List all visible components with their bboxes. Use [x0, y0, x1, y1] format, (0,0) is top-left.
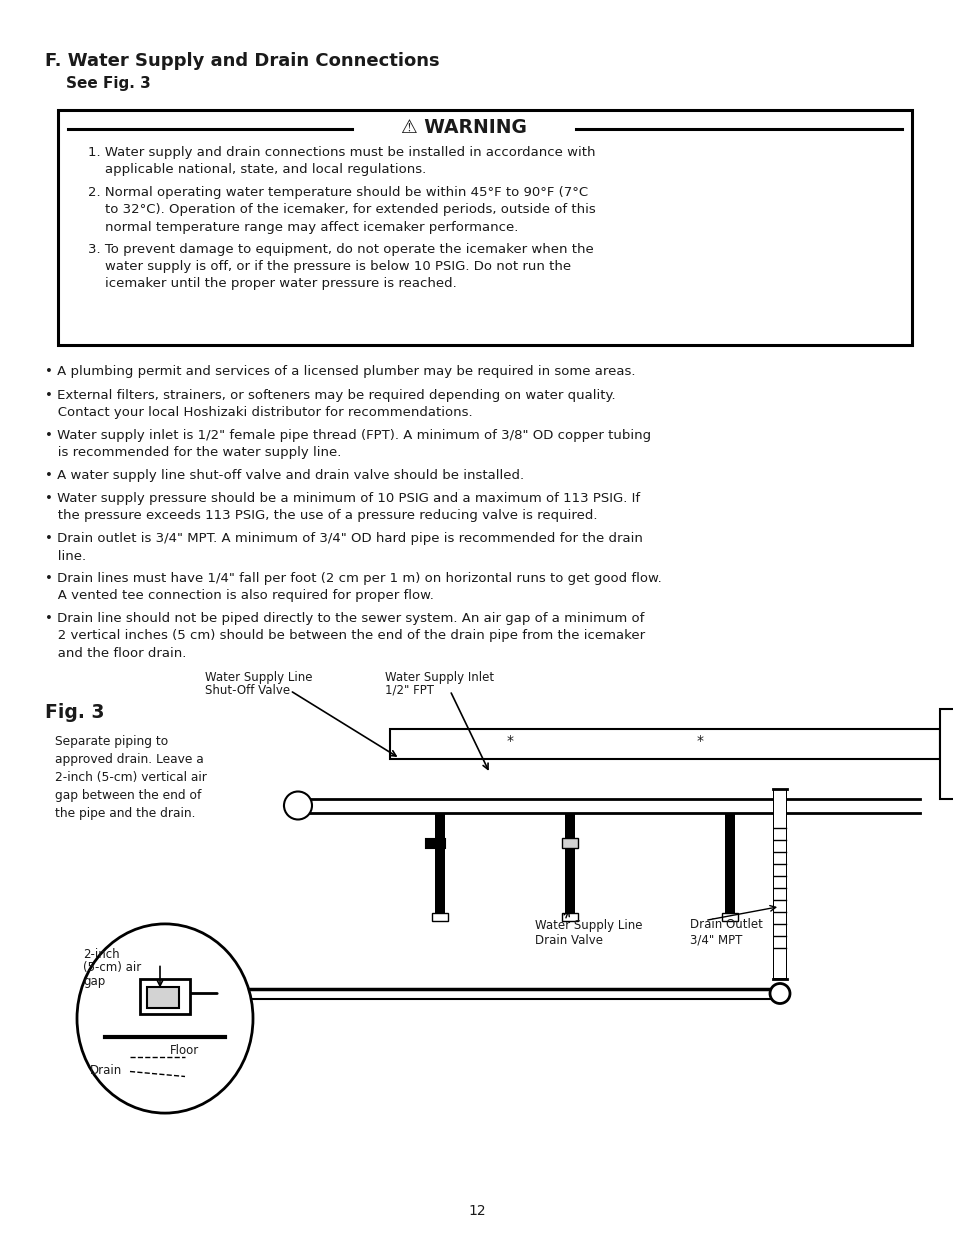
Text: Water Supply Inlet: Water Supply Inlet	[385, 671, 494, 683]
Bar	[561, 913, 578, 920]
Bar	[432, 913, 448, 920]
Text: Drain: Drain	[90, 1065, 122, 1077]
Text: Floor: Floor	[170, 1045, 199, 1057]
Bar	[564, 813, 575, 913]
Bar	[140, 978, 190, 1014]
Text: • Drain line should not be piped directly to the sewer system. An air gap of a m: • Drain line should not be piped directl…	[45, 613, 644, 659]
Text: *: *	[506, 734, 513, 747]
Text: • Water supply inlet is 1/2" female pipe thread (FPT). A minimum of 3/8" OD copp: • Water supply inlet is 1/2" female pipe…	[45, 429, 651, 459]
Text: 2. Normal operating water temperature should be within 45°F to 90°F (7°C
    to : 2. Normal operating water temperature sh…	[88, 186, 595, 233]
Bar	[58, 110, 911, 345]
Text: ⚠ WARNING: ⚠ WARNING	[400, 119, 526, 137]
Text: Separate piping to
approved drain. Leave a
2-inch (5-cm) vertical air
gap betwee: Separate piping to approved drain. Leave…	[55, 736, 207, 820]
Text: • A water supply line shut-off valve and drain valve should be installed.: • A water supply line shut-off valve and…	[45, 468, 523, 482]
Text: Water Supply Line
Drain Valve: Water Supply Line Drain Valve	[535, 919, 641, 946]
Text: Shut-Off Valve: Shut-Off Valve	[205, 683, 290, 697]
Bar	[561, 837, 578, 847]
Text: 2-inch: 2-inch	[83, 948, 119, 962]
Text: gap: gap	[83, 974, 105, 988]
Text: 1. Water supply and drain connections must be installed in accordance with
    a: 1. Water supply and drain connections mu…	[88, 146, 595, 177]
Text: Water Supply Line: Water Supply Line	[205, 671, 313, 683]
Text: F. Water Supply and Drain Connections: F. Water Supply and Drain Connections	[45, 52, 439, 70]
Text: See Fig. 3: See Fig. 3	[45, 77, 151, 91]
Text: Drain Outlet
3/4" MPT: Drain Outlet 3/4" MPT	[689, 919, 762, 946]
Text: • Drain lines must have 1/4" fall per foot (2 cm per 1 m) on horizontal runs to : • Drain lines must have 1/4" fall per fo…	[45, 572, 661, 603]
Text: (5-cm) air: (5-cm) air	[83, 962, 141, 974]
Text: • External filters, strainers, or softeners may be required depending on water q: • External filters, strainers, or soften…	[45, 389, 615, 419]
Text: 3. To prevent damage to equipment, do not operate the icemaker when the
    wate: 3. To prevent damage to equipment, do no…	[88, 242, 593, 290]
Text: • Water supply pressure should be a minimum of 10 PSIG and a maximum of 113 PSIG: • Water supply pressure should be a mini…	[45, 492, 639, 522]
Bar	[772, 788, 786, 978]
Bar	[721, 913, 738, 920]
Bar	[147, 987, 179, 1008]
Bar	[724, 813, 734, 913]
Bar	[773, 789, 785, 977]
Bar	[939, 709, 953, 799]
Bar	[390, 729, 939, 758]
Text: *: *	[696, 734, 702, 747]
Text: Fig. 3: Fig. 3	[45, 703, 105, 721]
Bar	[435, 813, 444, 913]
Ellipse shape	[77, 924, 253, 1113]
Text: • A plumbing permit and services of a licensed plumber may be required in some a: • A plumbing permit and services of a li…	[45, 366, 635, 378]
Circle shape	[284, 792, 312, 820]
Text: 12: 12	[468, 1204, 485, 1218]
Circle shape	[769, 983, 789, 1004]
Text: 1/2" FPT: 1/2" FPT	[385, 683, 434, 697]
Text: • Drain outlet is 3/4" MPT. A minimum of 3/4" OD hard pipe is recommended for th: • Drain outlet is 3/4" MPT. A minimum of…	[45, 532, 642, 562]
